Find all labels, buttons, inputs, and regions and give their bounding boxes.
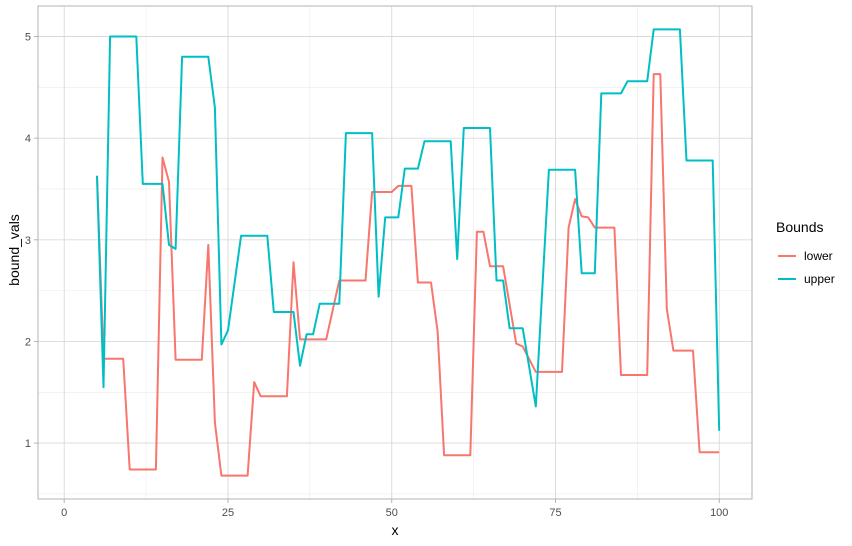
- plot-panel-border: [37, 5, 753, 500]
- y-axis-ticks: 1 2 3 4 5: [25, 31, 38, 450]
- y-tick-label: 1: [25, 438, 31, 450]
- x-axis-title: x: [392, 522, 399, 538]
- y-tick-label: 4: [25, 133, 31, 145]
- legend-items: lower upper: [778, 249, 835, 286]
- legend-label-lower: lower: [804, 249, 833, 263]
- y-tick-label: 5: [25, 31, 31, 43]
- legend-title: Bounds: [776, 219, 823, 235]
- x-tick-label: 50: [386, 507, 398, 519]
- x-tick-label: 25: [222, 507, 234, 519]
- y-tick-label: 2: [25, 336, 31, 348]
- y-tick-label: 3: [25, 235, 31, 247]
- legend: Bounds lower upper: [776, 219, 835, 286]
- x-tick-label: 75: [549, 507, 561, 519]
- y-axis-title: bound_vals: [6, 214, 22, 286]
- x-tick-label: 0: [61, 507, 67, 519]
- legend-label-upper: upper: [804, 272, 835, 286]
- series-line-lower: [96, 73, 720, 477]
- series-line-upper: [96, 28, 721, 431]
- series-lines: [96, 28, 721, 477]
- x-tick-label: 100: [710, 507, 728, 519]
- x-axis-ticks: 0 25 50 75 100: [61, 499, 728, 519]
